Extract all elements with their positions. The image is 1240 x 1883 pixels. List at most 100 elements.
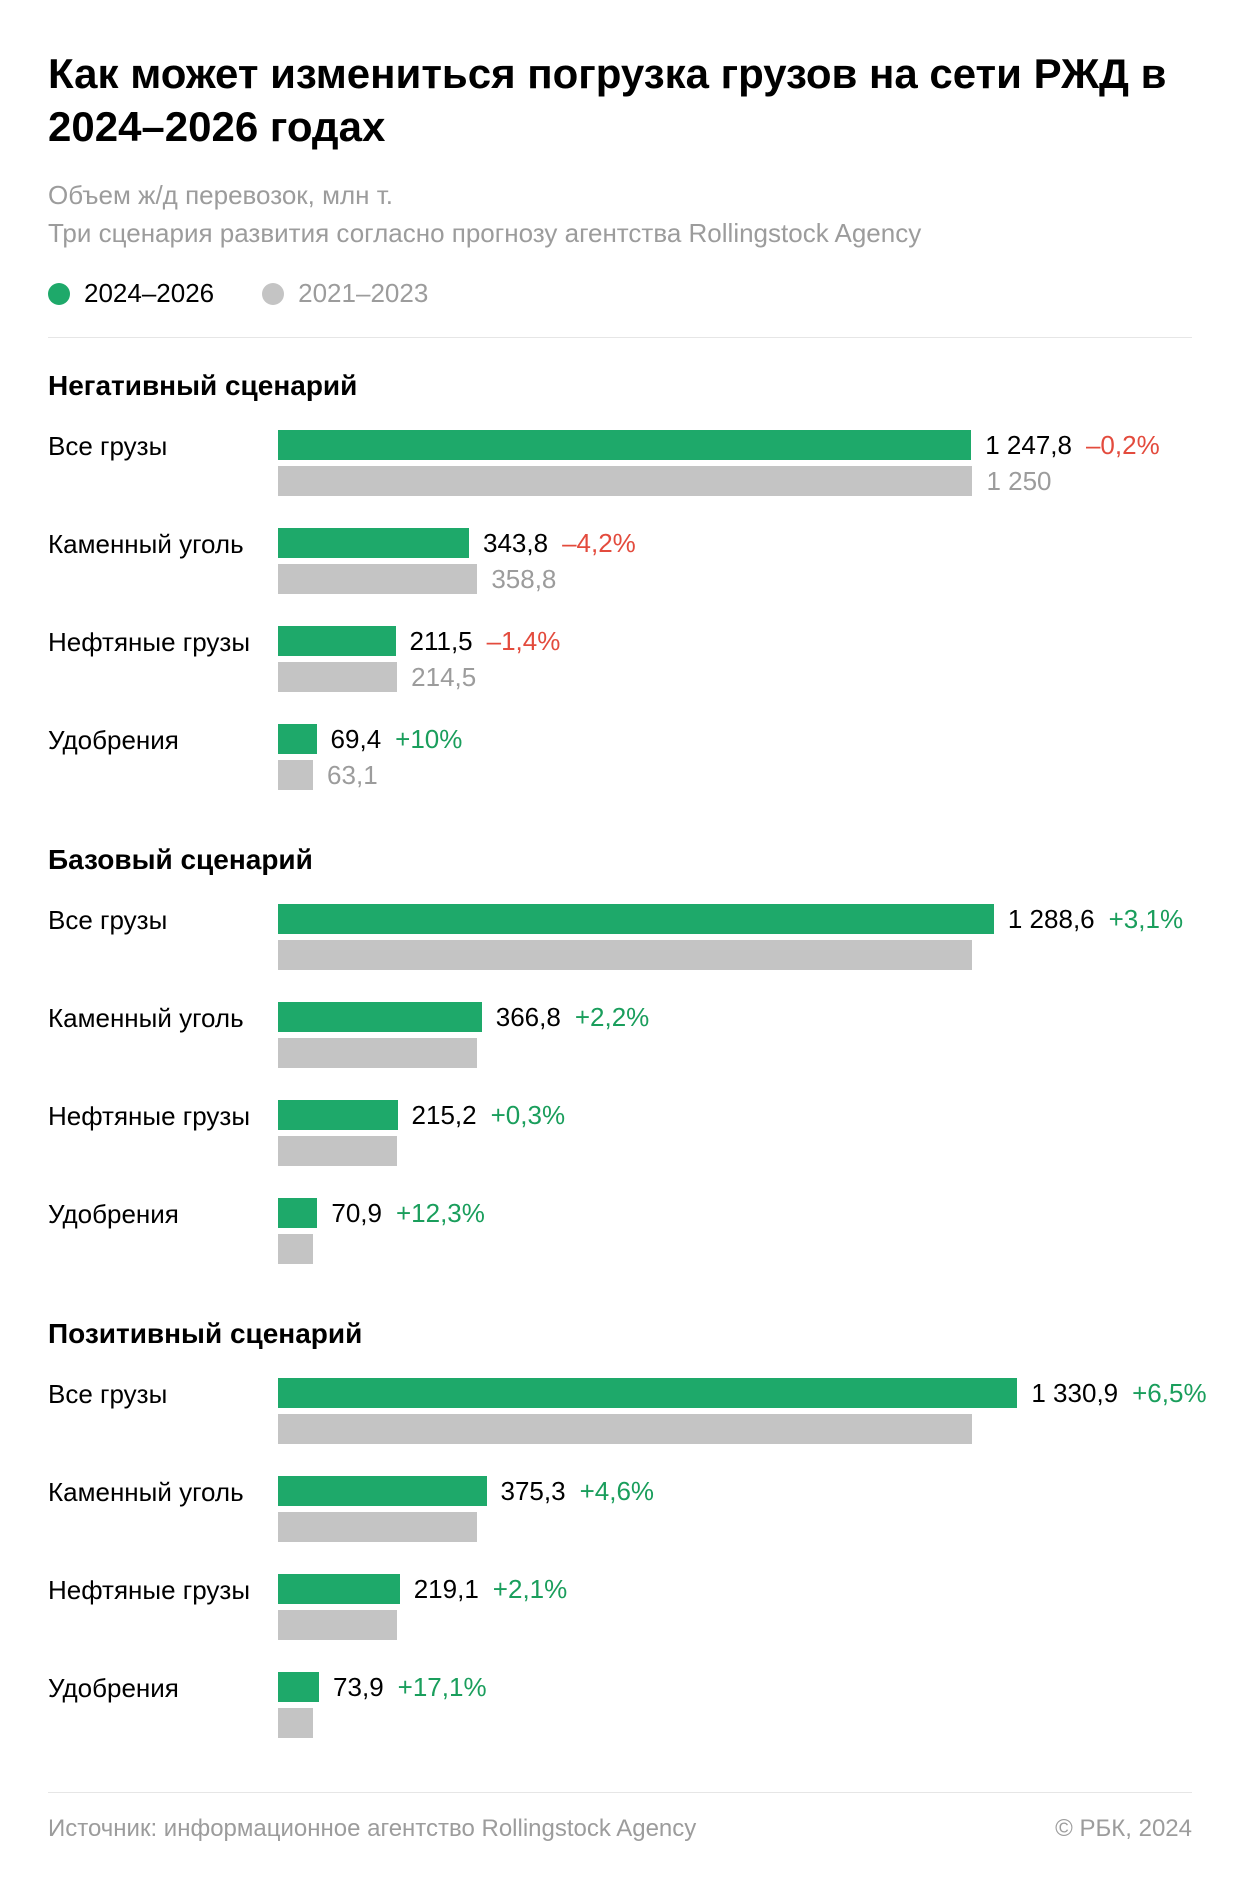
bar-line-past <box>278 940 1192 970</box>
bar-change: +17,1% <box>398 1672 487 1703</box>
bar-line-past: 1 250 <box>278 466 1192 496</box>
bar-value-current: 73,9 <box>333 1672 384 1703</box>
bar-line-current: 343,8–4,2% <box>278 528 1192 558</box>
row-label: Нефтяные грузы <box>48 1100 278 1131</box>
bar-line-current: 1 330,9+6,5% <box>278 1378 1192 1408</box>
bar-line-past: 358,8 <box>278 564 1192 594</box>
row-label: Нефтяные грузы <box>48 1574 278 1605</box>
bars-wrap: 1 247,8 –0,2% 1 250 <box>278 430 1192 502</box>
bar-annotation-current: 73,9 +17,1% <box>333 1672 487 1703</box>
scenario-block: Базовый сценарий Все грузы 1 288,6 +3,1% Кам… <box>48 844 1192 1270</box>
bar-line-past <box>278 1234 1192 1264</box>
bars-wrap: 215,2 +0,3% <box>278 1100 1192 1172</box>
bar-annotation-current: 375,3 +4,6% <box>501 1476 655 1507</box>
bar-value-current: 1 330,9 <box>1031 1378 1118 1409</box>
bar-past <box>278 1414 972 1444</box>
bar-current <box>278 528 469 558</box>
bar-line-current: 215,2 +0,3% <box>278 1100 1192 1130</box>
bar-annotation-current: 70,9+12,3% <box>331 1198 485 1229</box>
bar-line-current: 375,3 +4,6% <box>278 1476 1192 1506</box>
bars-wrap: 1 330,9+6,5% <box>278 1378 1192 1450</box>
bar-line-current: 73,9 +17,1% <box>278 1672 1192 1702</box>
footer-divider <box>48 1792 1192 1793</box>
bar-row: Удобрения69,4+10% 63,1 <box>48 724 1192 796</box>
bar-line-past <box>278 1610 1192 1640</box>
bar-line-past <box>278 1708 1192 1738</box>
bar-change: –4,2% <box>562 528 636 559</box>
bar-past <box>278 466 972 496</box>
bar-annotation-past: 1 250 <box>986 466 1051 497</box>
bar-value-current: 219,1 <box>414 1574 479 1605</box>
subtitle-line-1: Объем ж/д перевозок, млн т. <box>48 180 393 210</box>
bar-annotation-current: 1 288,6 +3,1% <box>1008 904 1183 935</box>
chart-footer: Источник: информационное агентство Rolli… <box>48 1815 1192 1843</box>
bar-change: –0,2% <box>1086 430 1160 461</box>
legend: 2024–2026 2021–2023 <box>48 278 1192 309</box>
bar-value-current: 1 288,6 <box>1008 904 1095 935</box>
bar-line-current: 70,9+12,3% <box>278 1198 1192 1228</box>
bar-current <box>278 724 317 754</box>
scenario-title: Негативный сценарий <box>48 370 1192 402</box>
bar-annotation-current: 211,5 –1,4% <box>410 626 561 657</box>
bar-value-current: 1 247,8 <box>985 430 1072 461</box>
footer-credit: © РБК, 2024 <box>1055 1815 1192 1843</box>
bar-line-current: 69,4+10% <box>278 724 1192 754</box>
bar-value-past: 214,5 <box>411 662 476 693</box>
bar-row: Все грузы1 330,9+6,5% <box>48 1378 1192 1450</box>
row-label: Каменный уголь <box>48 1002 278 1033</box>
bar-value-current: 375,3 <box>501 1476 566 1507</box>
bar-annotation-current: 366,8+2,2% <box>496 1002 650 1033</box>
row-label: Удобрения <box>48 724 278 755</box>
bar-current <box>278 430 971 460</box>
bar-line-past <box>278 1414 1192 1444</box>
row-label: Удобрения <box>48 1198 278 1229</box>
bars-wrap: 375,3 +4,6% <box>278 1476 1192 1548</box>
bar-line-current: 366,8+2,2% <box>278 1002 1192 1032</box>
bars-wrap: 69,4+10% 63,1 <box>278 724 1192 796</box>
bar-change: +3,1% <box>1109 904 1183 935</box>
scenario-block: Позитивный сценарийВсе грузы1 330,9+6,5%… <box>48 1318 1192 1744</box>
header-divider <box>48 337 1192 338</box>
row-label: Все грузы <box>48 904 278 935</box>
bar-value-past: 358,8 <box>491 564 556 595</box>
legend-dot-past <box>262 283 284 305</box>
footer-source: Источник: информационное агентство Rolli… <box>48 1815 696 1843</box>
bar-line-past: 214,5 <box>278 662 1192 692</box>
row-label: Удобрения <box>48 1672 278 1703</box>
bar-line-past <box>278 1512 1192 1542</box>
bar-value-current: 366,8 <box>496 1002 561 1033</box>
bar-past <box>278 564 477 594</box>
scenario-title: Базовый сценарий <box>48 844 1192 876</box>
bar-past <box>278 1234 313 1264</box>
bar-annotation-past: 63,1 <box>327 760 378 791</box>
bar-line-current: 219,1+2,1% <box>278 1574 1192 1604</box>
bar-row: Все грузы1 247,8–0,2%1 250 <box>48 430 1192 502</box>
legend-label-current: 2024–2026 <box>84 278 214 309</box>
bar-past <box>278 1136 397 1166</box>
bar-value-current: 215,2 <box>412 1100 477 1131</box>
bar-value-current: 211,5 <box>410 626 473 657</box>
bar-change: +0,3% <box>491 1100 565 1131</box>
bar-line-current: 1 288,6 +3,1% <box>278 904 1192 934</box>
bars-wrap: 1 288,6 +3,1% <box>278 904 1192 976</box>
bar-value-current: 70,9 <box>331 1198 382 1229</box>
bar-annotation-current: 215,2 +0,3% <box>412 1100 566 1131</box>
legend-item-past: 2021–2023 <box>262 278 428 309</box>
bar-line-past <box>278 1136 1192 1166</box>
bar-current <box>278 626 396 656</box>
bars-wrap: 366,8+2,2% <box>278 1002 1192 1074</box>
bar-row: Каменный уголь343,8–4,2%358,8 <box>48 528 1192 600</box>
bar-change: +4,6% <box>580 1476 654 1507</box>
bar-value-past: 63,1 <box>327 760 378 791</box>
bar-annotation-current: 343,8–4,2% <box>483 528 636 559</box>
bar-line-past: 63,1 <box>278 760 1192 790</box>
bar-line-past <box>278 1038 1192 1068</box>
legend-label-past: 2021–2023 <box>298 278 428 309</box>
bar-current <box>278 1100 398 1130</box>
bar-past <box>278 662 397 692</box>
bar-current <box>278 1378 1017 1408</box>
bar-annotation-current: 1 330,9+6,5% <box>1031 1378 1206 1409</box>
bar-past <box>278 1038 477 1068</box>
bar-past <box>278 1708 313 1738</box>
bar-change: –1,4% <box>487 626 561 657</box>
